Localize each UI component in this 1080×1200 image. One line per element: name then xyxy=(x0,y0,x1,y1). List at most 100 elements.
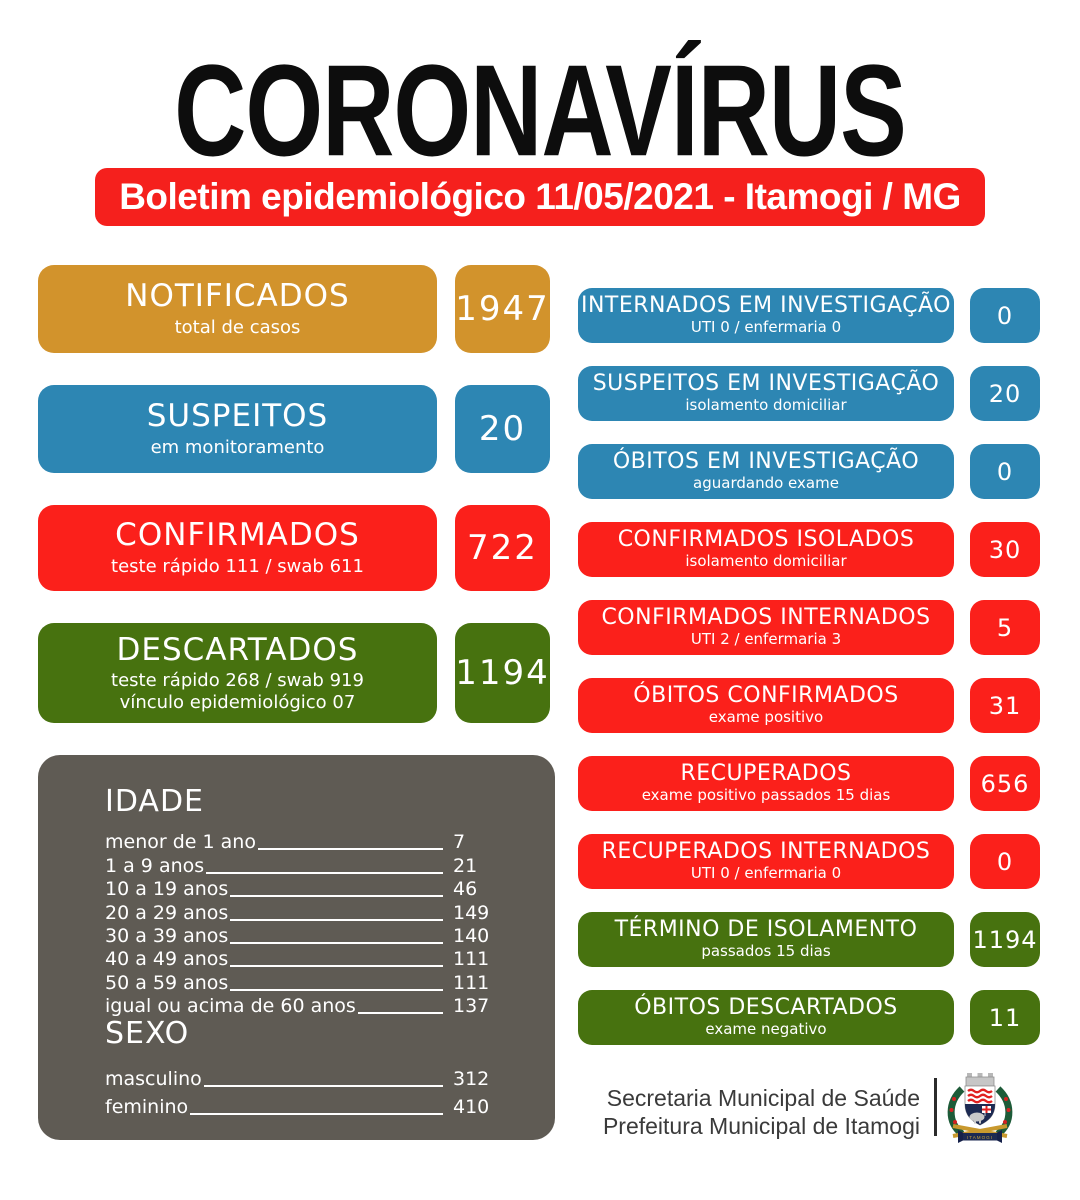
internados-investigacao-row: INTERNADOS EM INVESTIGAÇÃO UTI 0 / enfer… xyxy=(578,288,1040,343)
confirmados-isolados-row: CONFIRMADOS ISOLADOS isolamento domicili… xyxy=(578,522,1040,577)
descartados-row: DESCARTADOS teste rápido 268 / swab 919 … xyxy=(38,623,550,723)
idade-label: 1 a 9 anos xyxy=(105,854,205,877)
card-subtitle: passados 15 dias xyxy=(701,942,831,961)
recuperados-internados-row: RECUPERADOS INTERNADOS UTI 0 / enfermari… xyxy=(578,834,1040,889)
demographics-panel: IDADE menor de 1 ano 7 1 a 9 anos 21 10 … xyxy=(38,755,555,1140)
leader-line xyxy=(230,965,443,968)
sexo-value: 312 xyxy=(453,1068,490,1091)
confirmados-internados-value: 5 xyxy=(970,600,1040,655)
suspeitos-row: SUSPEITOS em monitoramento 20 xyxy=(38,385,550,473)
recuperados-internados-value: 0 xyxy=(970,834,1040,889)
card-title: SUSPEITOS xyxy=(146,398,329,435)
leader-line xyxy=(190,1113,443,1116)
card-title: INTERNADOS EM INVESTIGAÇÃO xyxy=(580,293,951,319)
suspeitos-investigacao-value: 20 xyxy=(970,366,1040,421)
idade-label: 50 a 59 anos xyxy=(105,971,229,994)
mural-crown xyxy=(965,1073,995,1087)
confirmados-isolados-value: 30 xyxy=(970,522,1040,577)
card-subtitle: isolamento domiciliar xyxy=(685,552,847,571)
idade-value: 111 xyxy=(453,971,490,994)
idade-label: 40 a 49 anos xyxy=(105,948,229,971)
recuperados-card: RECUPERADOS exame positivo passados 15 d… xyxy=(578,756,954,811)
idade-value: 21 xyxy=(453,854,478,877)
summary-column: NOTIFICADOS total de casos 1947 SUSPEITO… xyxy=(38,265,550,755)
recuperados-internados-card: RECUPERADOS INTERNADOS UTI 0 / enfermari… xyxy=(578,834,954,889)
descartados-card: DESCARTADOS teste rápido 268 / swab 919 … xyxy=(38,623,437,723)
leader-line xyxy=(206,871,443,874)
card-subtitle: isolamento domiciliar xyxy=(685,396,847,415)
card-subtitle-2: vínculo epidemiológico 07 xyxy=(119,691,356,713)
detail-column: INTERNADOS EM INVESTIGAÇÃO UTI 0 / enfer… xyxy=(578,288,1040,1045)
card-subtitle: em monitoramento xyxy=(150,437,325,459)
card-subtitle: UTI 2 / enfermaria 3 xyxy=(690,630,842,649)
ribbon-text: ITAMOGI xyxy=(967,1135,993,1140)
idade-heading: IDADE xyxy=(105,784,204,819)
card-title: ÓBITOS CONFIRMADOS xyxy=(633,683,899,709)
suspeitos-investigacao-row: SUSPEITOS EM INVESTIGAÇÃO isolamento dom… xyxy=(578,366,1040,421)
idade-value: 137 xyxy=(453,995,490,1018)
card-title: TÉRMINO DE ISOLAMENTO xyxy=(614,917,918,943)
idade-label: menor de 1 ano xyxy=(105,831,256,854)
sexo-label: feminino xyxy=(105,1096,189,1119)
leader-line xyxy=(230,895,443,898)
obitos-investigacao-card: ÓBITOS EM INVESTIGAÇÃO aguardando exame xyxy=(578,444,954,499)
card-subtitle: exame negativo xyxy=(705,1020,827,1039)
confirmados-row: CONFIRMADOS teste rápido 111 / swab 611 … xyxy=(38,505,550,591)
sexo-label: masculino xyxy=(105,1068,202,1091)
idade-label: 30 a 39 anos xyxy=(105,925,229,948)
sexo-row: feminino 410 xyxy=(105,1090,497,1118)
idade-row: 50 a 59 anos 111 xyxy=(105,970,497,993)
footer-credits: Secretaria Municipal de Saúde Prefeitura… xyxy=(603,1084,920,1140)
idade-label: 20 a 29 anos xyxy=(105,901,229,924)
footer-line-2: Prefeitura Municipal de Itamogi xyxy=(602,1113,920,1139)
leader-line xyxy=(257,848,443,851)
card-subtitle: UTI 0 / enfermaria 0 xyxy=(690,318,842,337)
termino-isolamento-card: TÉRMINO DE ISOLAMENTO passados 15 dias xyxy=(578,912,954,967)
card-title: CONFIRMADOS INTERNADOS xyxy=(601,605,931,631)
internados-investigacao-card: INTERNADOS EM INVESTIGAÇÃO UTI 0 / enfer… xyxy=(578,288,954,343)
card-title: ÓBITOS DESCARTADOS xyxy=(634,995,898,1021)
obitos-confirmados-card: ÓBITOS CONFIRMADOS exame positivo xyxy=(578,678,954,733)
card-title: RECUPERADOS INTERNADOS xyxy=(601,839,931,865)
recuperados-value: 656 xyxy=(970,756,1040,811)
notificados-card: NOTIFICADOS total de casos xyxy=(38,265,437,353)
idade-value: 140 xyxy=(453,925,490,948)
idade-row: 1 a 9 anos 21 xyxy=(105,853,497,876)
obitos-confirmados-value: 31 xyxy=(970,678,1040,733)
obitos-descartados-row: ÓBITOS DESCARTADOS exame negativo 11 xyxy=(578,990,1040,1045)
obitos-investigacao-row: ÓBITOS EM INVESTIGAÇÃO aguardando exame … xyxy=(578,444,1040,499)
idade-row: 30 a 39 anos 140 xyxy=(105,924,497,947)
confirmados-isolados-card: CONFIRMADOS ISOLADOS isolamento domicili… xyxy=(578,522,954,577)
card-title: NOTIFICADOS xyxy=(125,278,350,315)
card-subtitle: teste rápido 268 / swab 919 xyxy=(111,670,364,692)
footer-divider xyxy=(934,1078,937,1136)
idade-row: 40 a 49 anos 111 xyxy=(105,947,497,970)
internados-investigacao-value: 0 xyxy=(970,288,1040,343)
page-title: CORONAVÍRUS xyxy=(174,38,907,184)
bulletin-banner-text: Boletim epidemiológico 11/05/2021 - Itam… xyxy=(119,176,961,217)
footer-line-1: Secretaria Municipal de Saúde xyxy=(606,1085,920,1111)
idade-value: 7 xyxy=(453,831,466,854)
notificados-value: 1947 xyxy=(455,265,550,353)
leader-line xyxy=(230,918,443,921)
card-title: SUSPEITOS EM INVESTIGAÇÃO xyxy=(592,371,940,397)
idade-row: 20 a 29 anos 149 xyxy=(105,900,497,923)
idade-label: 10 a 19 anos xyxy=(105,878,229,901)
recuperados-row: RECUPERADOS exame positivo passados 15 d… xyxy=(578,756,1040,811)
suspeitos-card: SUSPEITOS em monitoramento xyxy=(38,385,437,473)
leader-line xyxy=(230,941,443,944)
obitos-confirmados-row: ÓBITOS CONFIRMADOS exame positivo 31 xyxy=(578,678,1040,733)
shield xyxy=(964,1085,996,1126)
confirmados-card: CONFIRMADOS teste rápido 111 / swab 611 xyxy=(38,505,437,591)
obitos-descartados-card: ÓBITOS DESCARTADOS exame negativo xyxy=(578,990,954,1045)
obitos-descartados-value: 11 xyxy=(970,990,1040,1045)
card-subtitle: teste rápido 111 / swab 611 xyxy=(111,556,364,578)
bulletin-banner: Boletim epidemiológico 11/05/2021 - Itam… xyxy=(95,168,985,226)
leader-line xyxy=(230,988,443,991)
card-subtitle: UTI 0 / enfermaria 0 xyxy=(690,864,842,883)
card-subtitle: exame positivo passados 15 dias xyxy=(641,786,891,805)
idade-value: 111 xyxy=(453,948,490,971)
lamb xyxy=(969,1112,985,1122)
leader-line xyxy=(357,1012,443,1015)
sexo-heading: SEXO xyxy=(105,1016,190,1052)
